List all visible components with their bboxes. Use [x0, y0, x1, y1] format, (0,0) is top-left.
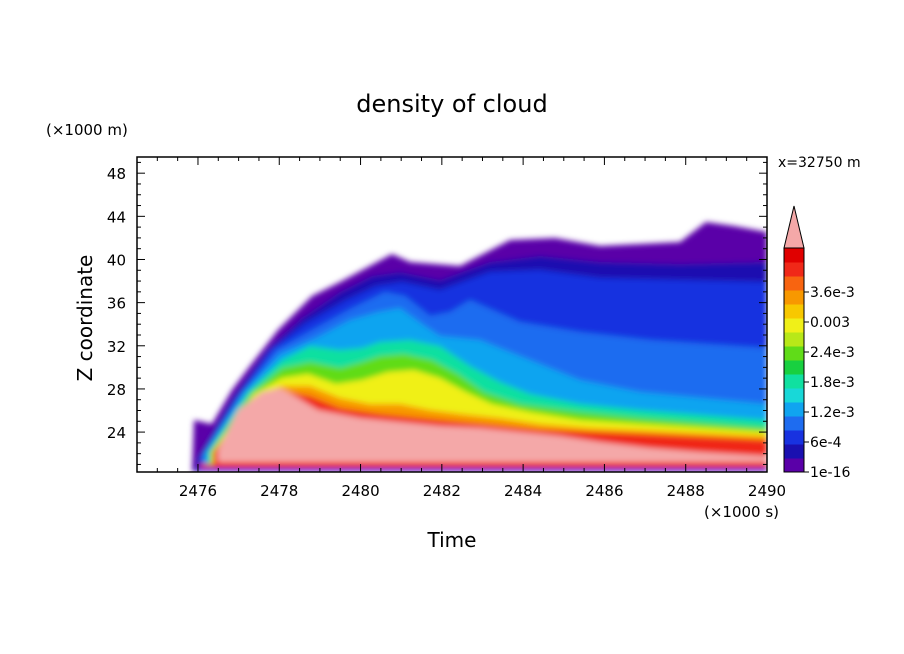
- colorbar-swatch: [784, 248, 804, 263]
- x-tick-label: 2482: [423, 482, 461, 500]
- colorbar-swatch: [784, 444, 804, 459]
- chart-title: density of cloud: [356, 90, 547, 118]
- colorbar-label: 2.4e-3: [810, 345, 855, 361]
- colorbar-swatch: [784, 458, 804, 473]
- colorbar-frame: [783, 247, 805, 473]
- x-unit-label: (×1000 s): [704, 503, 779, 521]
- x-tick-label: 2490: [748, 482, 786, 500]
- colorbar-swatch: [784, 388, 804, 403]
- y-tick-label: 32: [107, 338, 126, 356]
- axes: [136, 156, 768, 473]
- colorbar-swatch: [784, 276, 804, 291]
- colorbar-swatch: [784, 346, 804, 361]
- colorbar-swatch: [784, 416, 804, 431]
- plot-area: [137, 157, 767, 472]
- colorbar-swatch: [784, 402, 804, 417]
- y-tick-label: 48: [107, 165, 126, 183]
- colorbar-swatch: [784, 304, 804, 319]
- x-tick-label: 2486: [585, 482, 623, 500]
- colorbar-overflow-triangle: [783, 205, 805, 249]
- y-axis-title: Z coordinate: [73, 255, 97, 382]
- plot-frame: [136, 156, 768, 473]
- colorbar-label: 6e-4: [810, 435, 842, 451]
- x-tick-label: 2484: [504, 482, 542, 500]
- y-tick-label: 36: [107, 295, 126, 313]
- y-unit-label: (×1000 m): [46, 121, 128, 139]
- colorbar-swatch: [784, 332, 804, 347]
- y-tick-label: 24: [107, 424, 126, 442]
- x-tick-labels: 2476 2478 2480 2482 2484 2486 2488 2490: [179, 482, 786, 500]
- colorbar-label: 3.6e-3: [810, 285, 855, 301]
- x-tick-label: 2478: [260, 482, 298, 500]
- position-annotation: x=32750 m: [778, 155, 861, 171]
- colorbar-swatch: [784, 318, 804, 333]
- y-tick-label: 28: [107, 381, 126, 399]
- colorbar-swatch: [784, 290, 804, 305]
- y-tick-label: 40: [107, 251, 126, 269]
- colorbar: 1e-16 6e-4 1.2e-3 1.8e-3 2.4e-3 0.003 3.6e-3: [783, 205, 855, 481]
- colorbar-swatch: [784, 360, 804, 375]
- colorbar-swatch: [784, 262, 804, 277]
- colorbar-label: 1.2e-3: [810, 405, 855, 421]
- colorbar-swatch: [784, 430, 804, 445]
- colorbar-label: 0.003: [810, 315, 850, 331]
- x-tick-label: 2488: [667, 482, 705, 500]
- y-tick-labels: 24 28 32 36 40 44 48: [107, 165, 126, 442]
- x-tick-label: 2476: [179, 482, 217, 500]
- x-tick-label: 2480: [341, 482, 379, 500]
- contour-overflow-core: [218, 388, 767, 462]
- colorbar-swatch: [784, 374, 804, 389]
- y-tick-label: 44: [107, 208, 126, 226]
- colorbar-label: 1.8e-3: [810, 375, 855, 391]
- x-axis-title: Time: [427, 528, 477, 552]
- colorbar-label: 1e-16: [810, 465, 850, 481]
